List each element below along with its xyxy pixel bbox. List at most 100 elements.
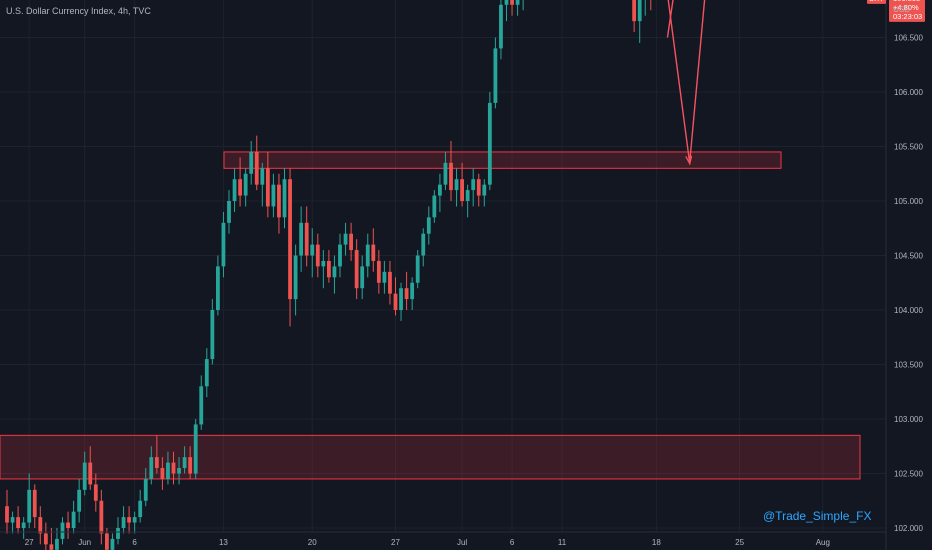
candle	[650, 0, 652, 11]
projection-arrow-down	[667, 0, 689, 163]
candle	[177, 457, 181, 485]
y-tick-label: 104.500	[894, 252, 923, 261]
candle-body	[499, 4, 503, 49]
candle	[21, 517, 26, 539]
candle-body	[221, 222, 226, 267]
candle	[227, 190, 231, 234]
candle-body	[510, 0, 514, 5]
candle	[93, 473, 98, 512]
candle-body	[138, 500, 143, 518]
candle-body	[254, 151, 259, 185]
x-tick-label: 27	[25, 538, 34, 547]
candle-body	[310, 244, 315, 256]
candle	[160, 457, 165, 490]
badge-change: +4.80%	[893, 3, 919, 12]
candle	[349, 222, 353, 261]
candle	[321, 250, 326, 289]
price-zones	[0, 151, 861, 480]
candle	[149, 446, 154, 485]
candle	[254, 135, 259, 191]
candle	[88, 446, 93, 490]
candle	[282, 168, 287, 229]
candle	[260, 162, 265, 207]
candle-body	[188, 457, 193, 474]
candle	[332, 255, 337, 294]
candle	[249, 141, 254, 185]
symbol-header: U.S. Dollar Currency Index, 4h, TVC	[6, 6, 151, 16]
candle-body	[32, 489, 37, 518]
candle	[43, 522, 48, 550]
badge-symbol: DXY	[869, 0, 884, 3]
candle-body	[116, 528, 120, 539]
candle	[49, 528, 54, 550]
candle	[182, 446, 187, 474]
candle-body	[404, 288, 409, 300]
candle-body	[365, 244, 370, 267]
y-tick-label: 103.000	[894, 415, 923, 424]
candle	[415, 250, 420, 289]
projection-arrows	[666, 0, 706, 163]
candle-body	[388, 271, 392, 294]
candle-body	[265, 168, 270, 207]
candle-body	[55, 538, 59, 550]
candle-body	[10, 517, 15, 523]
candle	[55, 528, 59, 550]
y-tick-label: 106.000	[894, 88, 923, 97]
candle-body	[154, 457, 159, 469]
candle	[32, 484, 37, 528]
candle-body	[332, 266, 337, 278]
candle	[399, 282, 403, 321]
candle-body	[504, 0, 509, 5]
candle-body	[376, 260, 381, 283]
candle-body	[182, 457, 187, 469]
candle	[421, 228, 426, 267]
candle	[465, 184, 470, 218]
candle-body	[177, 468, 181, 474]
candle	[493, 37, 498, 109]
candle	[132, 511, 137, 534]
candle-body	[38, 517, 43, 534]
candle-body	[160, 468, 165, 479]
candle	[376, 250, 381, 294]
candle	[522, 0, 524, 11]
candle	[171, 451, 176, 485]
y-tick-label: 102.000	[894, 524, 923, 533]
candle-body	[410, 282, 415, 300]
candle-body	[66, 522, 70, 528]
candle	[38, 506, 43, 545]
candle-body	[338, 244, 342, 267]
candle	[238, 157, 242, 207]
candle-body	[415, 255, 420, 283]
candle	[82, 451, 87, 496]
x-tick-label: 11	[558, 538, 567, 547]
candle-body	[121, 517, 126, 528]
candle	[293, 244, 298, 316]
candle-body	[127, 517, 131, 523]
candle-body	[210, 310, 215, 360]
candle-body	[232, 179, 237, 201]
y-tick-label: 106.500	[894, 34, 923, 43]
candle-body	[110, 538, 115, 550]
candle-body	[487, 102, 492, 185]
candle	[66, 511, 70, 539]
candle	[60, 517, 65, 545]
candle-body	[82, 462, 87, 490]
candle-body	[454, 179, 459, 191]
candle	[637, 0, 642, 43]
candle-body	[171, 462, 176, 474]
candle	[510, 0, 514, 16]
candle	[221, 211, 226, 278]
candle-body	[143, 478, 148, 501]
candle-body	[149, 457, 154, 479]
candle-body	[77, 489, 82, 512]
candle	[5, 489, 9, 534]
candle-body	[460, 179, 464, 201]
candle-body	[282, 179, 287, 218]
candle-body	[260, 168, 265, 185]
candle-body	[465, 190, 470, 201]
candle	[382, 260, 387, 294]
candle-body	[293, 255, 298, 300]
candle	[193, 419, 198, 479]
candle-body	[277, 184, 281, 218]
